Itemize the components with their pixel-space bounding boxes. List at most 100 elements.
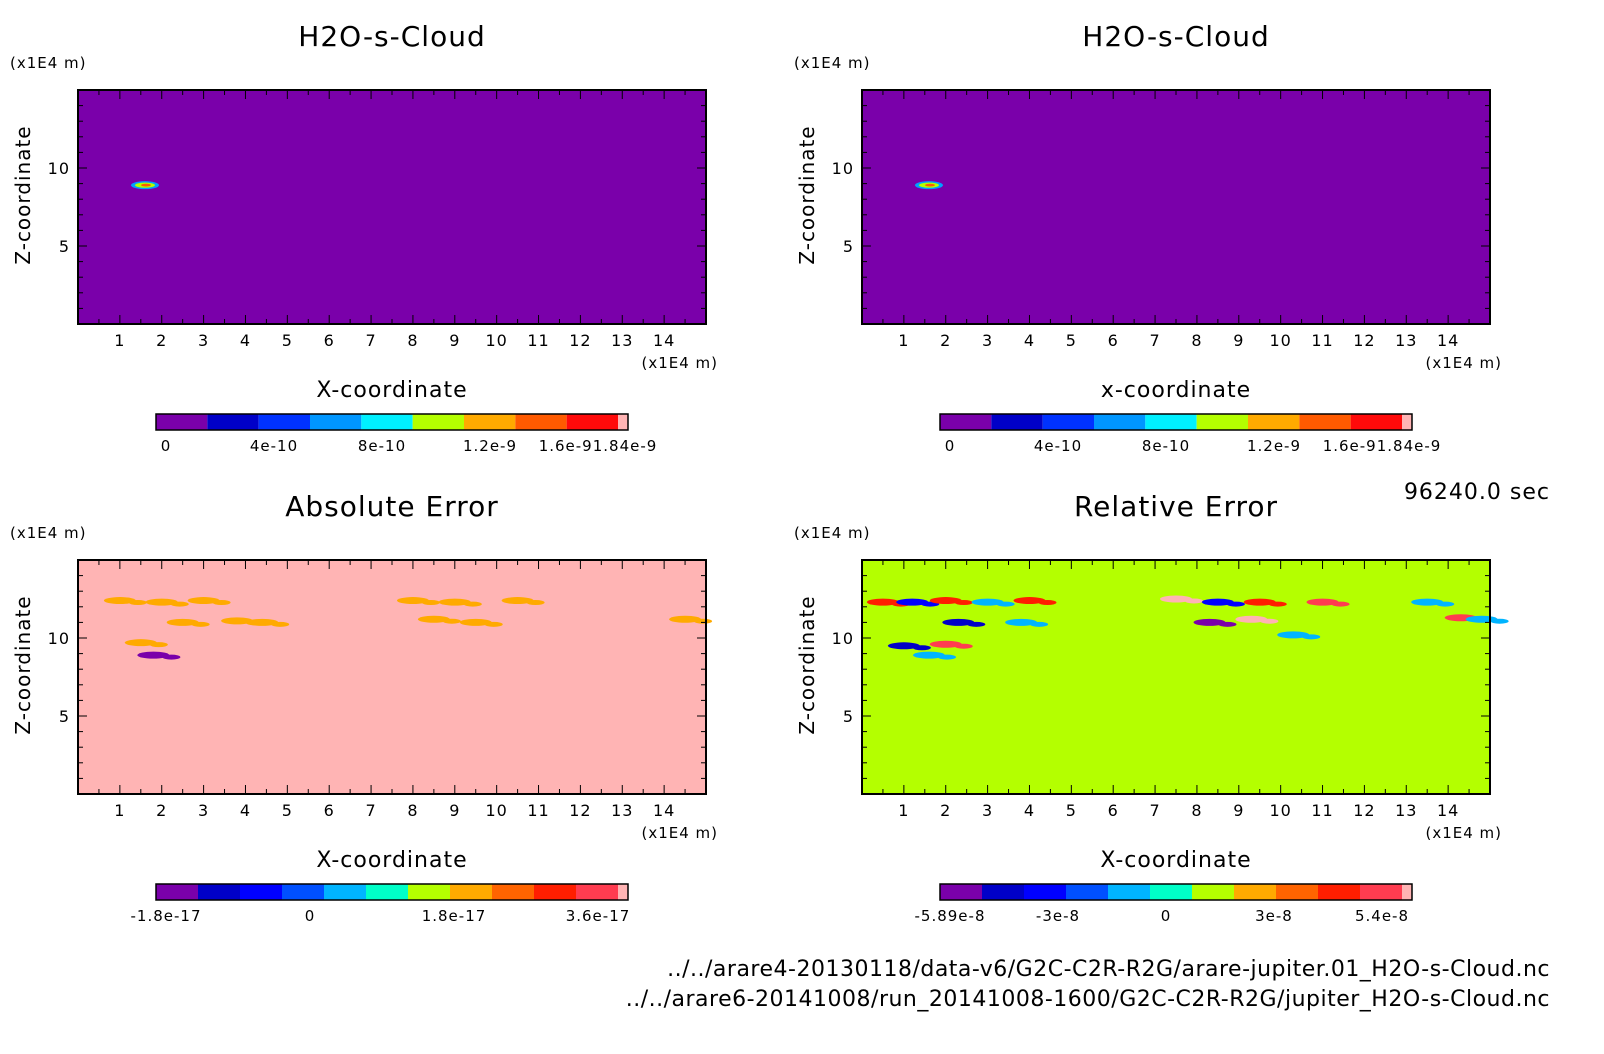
error-patch (438, 598, 471, 606)
error-patch (967, 621, 986, 627)
colorbar (155, 413, 629, 431)
x-tick-label: 12 (1353, 331, 1375, 350)
x-tick-label: 7 (365, 801, 376, 820)
colorbar-swatch (258, 414, 310, 430)
error-patch (187, 597, 220, 605)
colorbar-swatch (1150, 884, 1192, 900)
x-tick-label: 2 (156, 331, 167, 350)
y-tick-label: 5 (59, 707, 70, 726)
colorbar-swatch (408, 884, 450, 900)
colorbar-swatch (576, 884, 618, 900)
error-patch (1030, 621, 1049, 627)
colorbar-swatch (566, 414, 618, 430)
x-tick-label: 1 (898, 801, 909, 820)
colorbar-tick-label: 0 (161, 437, 172, 455)
heatmap-features (866, 595, 1509, 660)
x-tick-label: 1 (114, 331, 125, 350)
y-axis-label: Z-coordinate (11, 125, 35, 264)
colorbar-swatch (198, 884, 240, 900)
x-tick-label: 7 (1149, 331, 1160, 350)
colorbar-swatch (1360, 884, 1402, 900)
x-unit-label: (x1E4 m) (1425, 354, 1502, 372)
error-patch (1185, 598, 1203, 604)
error-patch (417, 615, 450, 623)
error-patch (501, 597, 534, 605)
colorbar-swatch (1402, 414, 1412, 430)
colorbar-swatch (361, 414, 413, 430)
y-tick-label: 5 (843, 237, 854, 256)
error-patch (1005, 618, 1038, 626)
x-tick-label: 3 (198, 801, 209, 820)
colorbar-swatch (412, 414, 464, 430)
colorbar-swatch (618, 414, 628, 430)
error-patch (526, 600, 545, 606)
colorbar-swatch (366, 884, 408, 900)
error-patch (942, 618, 975, 626)
colorbar-tick-label: 1.6e-91.84e-9 (1323, 437, 1442, 455)
colorbar-tick-label: 1.2e-9 (1247, 437, 1301, 455)
colorbar-swatch (1234, 884, 1276, 900)
error-patch (166, 618, 199, 626)
error-patch (170, 601, 189, 607)
colorbar-swatch (450, 884, 492, 900)
colorbar-swatch (1145, 414, 1197, 430)
heatmap-background (78, 560, 706, 794)
colorbar-tick-label: 4e-10 (250, 437, 298, 455)
x-tick-label: 14 (653, 331, 675, 350)
x-tick-label: 4 (240, 801, 251, 820)
error-patch (221, 617, 254, 625)
colorbar-swatch (515, 414, 567, 430)
heatmap-features (914, 181, 943, 190)
x-axis-label: x-coordinate (1101, 378, 1251, 403)
colorbar-tick-label: 8e-10 (1142, 437, 1190, 455)
error-patch (137, 651, 170, 659)
x-axis-label: X-coordinate (1100, 848, 1251, 873)
colorbar-swatch (940, 884, 982, 900)
error-patch (866, 598, 899, 606)
x-axis-label: X-coordinate (316, 378, 467, 403)
x-tick-label: 11 (1311, 331, 1333, 350)
colorbar-tick-label: 0 (945, 437, 956, 455)
error-patch (128, 600, 147, 606)
colorbar-tick-label: 0 (305, 907, 316, 925)
colorbar-swatch (156, 884, 198, 900)
chart-title: H2O-s-Cloud (1082, 20, 1269, 53)
colorbar-swatch (492, 884, 534, 900)
x-tick-label: 4 (1024, 801, 1035, 820)
error-patch (996, 601, 1015, 607)
heatmap-background (78, 90, 706, 324)
colorbar-tick-label: 0 (1161, 907, 1172, 925)
colorbar-tick-label: -1.8e-17 (131, 907, 202, 925)
x-tick-label: 9 (449, 331, 460, 350)
colorbar-swatch (1276, 884, 1318, 900)
error-patch (459, 618, 492, 626)
y-tick-label: 10 (48, 159, 70, 178)
x-tick-label: 13 (1395, 801, 1417, 820)
x-tick-label: 5 (282, 801, 293, 820)
error-patch (1226, 601, 1245, 607)
colorbar (155, 883, 629, 901)
y-axis-label: Z-coordinate (795, 595, 819, 734)
colorbar-tick-label: 3.6e-17 (566, 907, 631, 925)
error-patch (271, 621, 290, 627)
colorbar-tick-label: 4e-10 (1034, 437, 1082, 455)
error-patch (1331, 601, 1350, 607)
colorbar-tick-label: 1.8e-17 (422, 907, 487, 925)
x-tick-label: 1 (898, 331, 909, 350)
heatmap-features (103, 597, 713, 660)
error-patch (191, 621, 210, 627)
x-unit-label: (x1E4 m) (641, 824, 718, 842)
x-tick-label: 2 (156, 801, 167, 820)
x-unit-label: (x1E4 m) (641, 354, 718, 372)
error-patch (1490, 618, 1509, 624)
error-patch (162, 654, 181, 660)
x-tick-label: 2 (940, 801, 951, 820)
colorbar-tick-label: 8e-10 (358, 437, 406, 455)
colorbar-tick-label: -5.89e-8 (915, 907, 986, 925)
error-patch (669, 615, 702, 623)
error-patch (971, 598, 1004, 606)
x-tick-label: 12 (569, 801, 591, 820)
colorbar-swatch (534, 884, 576, 900)
error-patch (912, 651, 945, 659)
